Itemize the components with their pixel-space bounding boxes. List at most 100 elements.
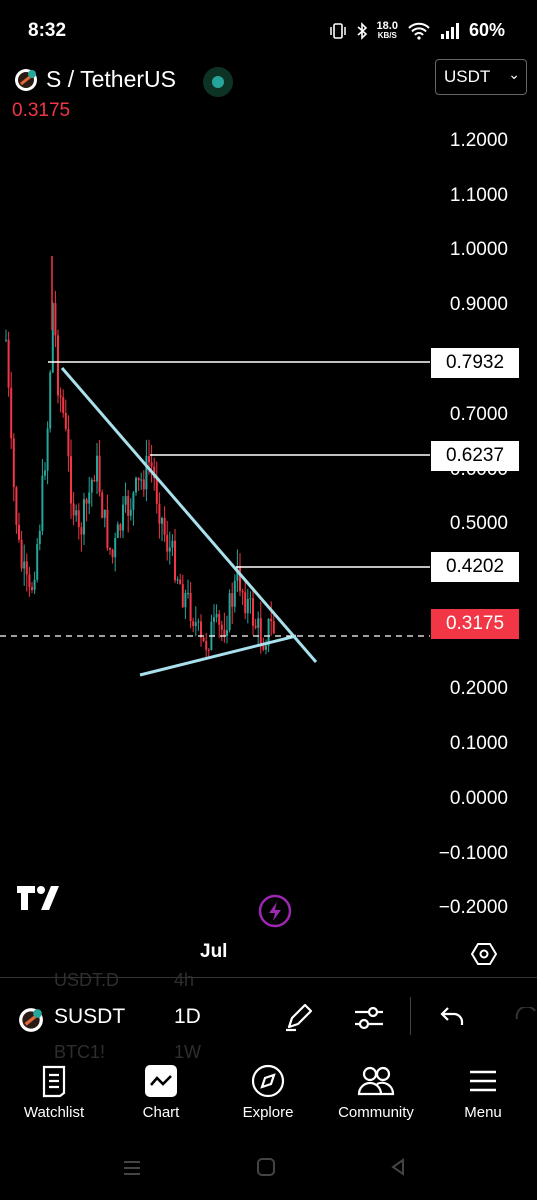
candle-body	[122, 504, 124, 531]
candle-body	[205, 641, 208, 650]
candle-body	[28, 574, 31, 588]
nav-watchlist[interactable]: Watchlist	[4, 1060, 104, 1121]
candle-body	[57, 335, 59, 396]
candle-body	[70, 456, 72, 504]
interval-picker[interactable]: 1D	[174, 1005, 201, 1028]
nav-chart[interactable]: Chart	[111, 1060, 211, 1121]
candle-body	[272, 621, 275, 634]
support-trendline[interactable]	[139, 634, 297, 677]
price-axis-tick: 1.2000	[449, 130, 508, 151]
candle-body	[270, 618, 273, 622]
status-icons: 18.0 KB/S 60%	[329, 20, 505, 41]
candle-body	[12, 438, 15, 488]
candle-body	[103, 509, 106, 518]
nav-explore[interactable]: Explore	[218, 1060, 318, 1121]
candle-body	[202, 637, 205, 642]
symbol-picker[interactable]: SUSDT	[54, 1005, 126, 1028]
bluetooth-icon	[357, 21, 367, 40]
candle-body	[171, 540, 174, 548]
candle-body	[179, 579, 182, 585]
undo-icon[interactable]	[440, 1005, 466, 1027]
market-status-indicator[interactable]	[203, 67, 233, 97]
candle-body	[267, 618, 270, 646]
candle-body	[135, 477, 137, 493]
candle-body	[176, 579, 179, 581]
candle-body	[36, 543, 39, 580]
pencil-icon[interactable]	[283, 1001, 315, 1033]
candle-body	[142, 479, 145, 490]
price-axis-tick: 0.1000	[449, 733, 508, 754]
candle-body	[59, 395, 62, 398]
candle-body	[67, 429, 70, 457]
signal-icon	[440, 22, 459, 39]
price-axis-tick: 1.0000	[449, 239, 508, 260]
level-tag-3[interactable]: 0.4202	[431, 552, 519, 582]
home-icon[interactable]	[256, 1157, 276, 1177]
candle-body	[46, 428, 49, 471]
price-chart[interactable]	[0, 240, 430, 690]
candle-body	[257, 618, 260, 628]
coin-logo-icon	[19, 1008, 43, 1032]
candle-body	[33, 579, 36, 590]
resistance-trendline[interactable]	[60, 367, 318, 663]
redo-icon[interactable]	[515, 1007, 537, 1027]
candle-body	[119, 524, 122, 531]
candle-body	[254, 625, 257, 628]
candle-body	[75, 510, 78, 516]
candle-body	[20, 539, 23, 569]
candle-body	[18, 524, 20, 540]
price-axis-tick: 0.2000	[449, 678, 508, 699]
candle-body	[213, 617, 215, 622]
recent-apps-icon[interactable]	[121, 1158, 143, 1178]
candle-body	[241, 591, 244, 593]
candle-body	[72, 503, 75, 516]
candle-body	[96, 455, 98, 482]
candle-body	[51, 303, 54, 373]
bottom-nav: Watchlist Chart Explore Community Menu	[0, 1060, 537, 1140]
wifi-icon	[408, 22, 430, 40]
nav-label: Watchlist	[23, 1104, 85, 1121]
time-axis-label: Jul	[200, 941, 228, 962]
last-price: 0.3175	[12, 100, 71, 121]
level-tag-2[interactable]: 0.6237	[431, 441, 519, 471]
candle-body	[15, 487, 18, 525]
candle-body	[124, 496, 127, 505]
nav-menu[interactable]: Menu	[433, 1060, 533, 1121]
candle-body	[246, 598, 249, 614]
settings-hexagon-icon[interactable]	[471, 941, 497, 967]
lightning-icon[interactable]	[258, 894, 292, 928]
candle-body	[153, 466, 156, 479]
candle-body	[155, 478, 158, 504]
nav-label: Community	[338, 1104, 414, 1121]
price-axis-tick: 0.0000	[449, 788, 508, 809]
candle-body	[38, 530, 41, 544]
battery-level: 60%	[468, 20, 505, 40]
candle-body	[148, 456, 150, 463]
toolbar-divider	[410, 997, 411, 1035]
status-time: 8:32	[28, 20, 67, 41]
candle-body	[262, 645, 265, 650]
net-speed: 18.0 KB/S	[376, 19, 398, 40]
sliders-icon[interactable]	[352, 1001, 386, 1035]
candle-body	[140, 479, 143, 481]
candle-body	[25, 561, 28, 575]
nav-community[interactable]: Community	[326, 1060, 426, 1121]
watchlist-icon	[42, 1065, 66, 1098]
symbol-title[interactable]: S / TetherUS	[46, 66, 176, 92]
candle-body	[7, 339, 10, 388]
currency-select[interactable]: USDT ⌄	[435, 59, 527, 95]
candle-body	[93, 479, 96, 482]
level-tag-1[interactable]: 0.7932	[431, 348, 519, 378]
back-icon[interactable]	[388, 1157, 408, 1177]
nav-label: Chart	[142, 1104, 180, 1121]
candle-body	[44, 470, 46, 476]
candle-body	[181, 584, 184, 608]
candle-body	[132, 492, 135, 510]
candle-body	[220, 624, 223, 630]
chart-toolbar: SUSDT 1D	[0, 993, 537, 1043]
candle-body	[231, 593, 234, 607]
price-axis-tick: 0.7000	[449, 404, 508, 425]
candle-body	[197, 621, 200, 623]
nav-label: Explore	[242, 1104, 294, 1121]
candle-body	[236, 565, 239, 581]
